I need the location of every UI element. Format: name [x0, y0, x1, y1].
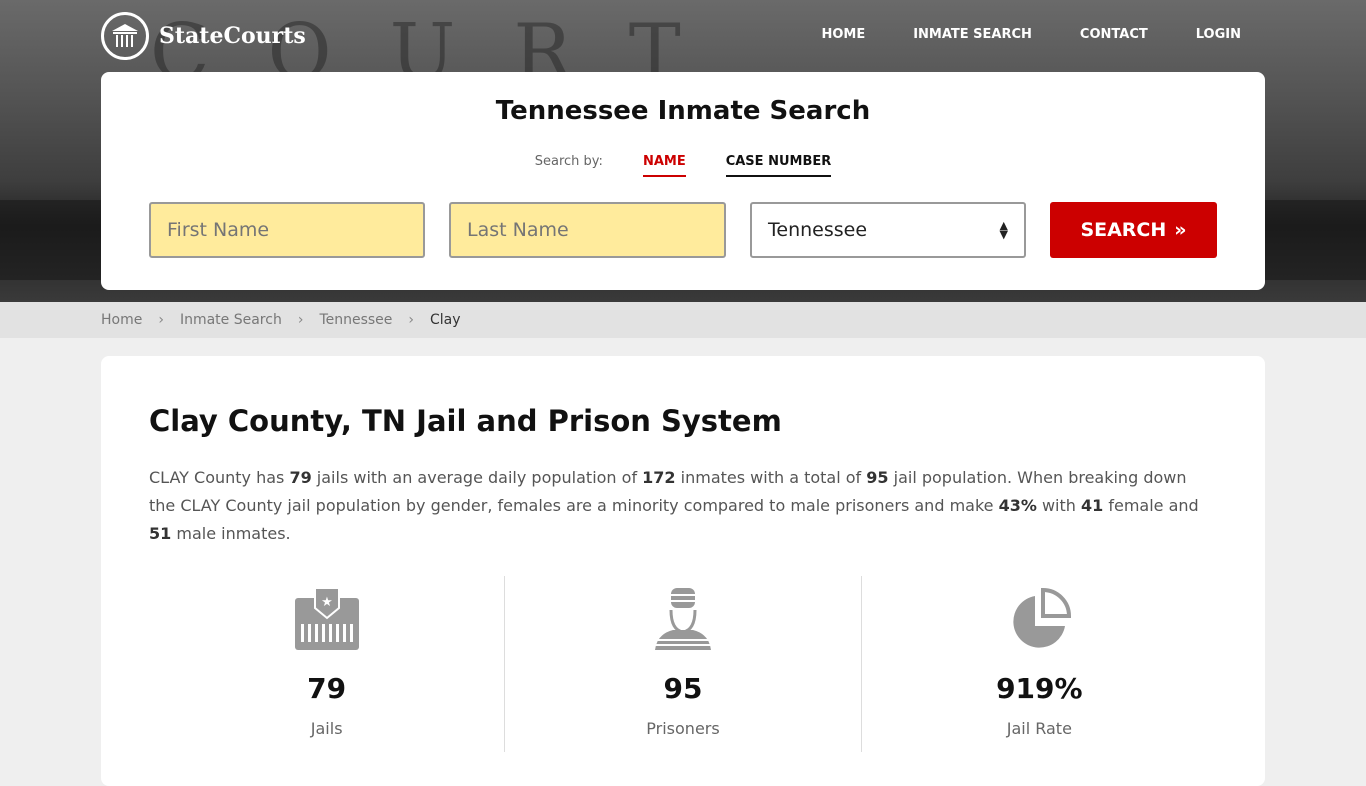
stat-value: 95 [663, 672, 703, 705]
tab-case-number[interactable]: CASE NUMBER [725, 154, 832, 177]
svg-text:★: ★ [321, 595, 333, 610]
stat-jail-rate: 919% Jail Rate [862, 576, 1217, 752]
stat-label: Jail Rate [1006, 719, 1072, 738]
state-select-value: Tennessee [768, 219, 868, 241]
select-arrows-icon: ▲ ▼ [999, 219, 1008, 241]
search-button[interactable]: SEARCH » [1050, 202, 1217, 258]
search-card: Tennessee Inmate Search Search by: NAME … [101, 72, 1265, 290]
nav-home[interactable]: HOME [821, 27, 866, 42]
stat-label: Jails [310, 719, 343, 738]
courthouse-icon [101, 12, 149, 60]
content-card: Clay County, TN Jail and Prison System C… [101, 356, 1265, 786]
nav-inmate-search[interactable]: INMATE SEARCH [913, 27, 1032, 42]
logo[interactable]: StateCourts [101, 12, 306, 60]
search-title: Tennessee Inmate Search [495, 96, 871, 126]
nav-login[interactable]: LOGIN [1195, 27, 1241, 42]
brand-name: StateCourts [159, 23, 306, 49]
prisoner-icon [654, 588, 711, 650]
stat-value: 919% [996, 672, 1083, 705]
stat-jails: ★ 79 Jails [149, 576, 506, 752]
last-name-input[interactable] [449, 202, 726, 258]
pie-chart-icon [1013, 587, 1072, 648]
tab-name[interactable]: NAME [642, 154, 686, 177]
stat-label: Prisoners [646, 719, 720, 738]
nav-contact[interactable]: CONTACT [1079, 27, 1148, 42]
first-name-input[interactable] [149, 202, 425, 258]
chevron-right-icon: › [408, 312, 415, 328]
main-nav: HOME INMATE SEARCH CONTACT LOGIN [821, 27, 1241, 42]
search-by-label: Search by: [534, 154, 603, 169]
state-select[interactable]: Tennessee ▲ ▼ [750, 202, 1026, 258]
stats-row: ★ 79 Jails 95 Prisoners 919% Jail Rate [149, 576, 1217, 752]
breadcrumb-current: Clay [430, 312, 461, 328]
breadcrumb-home[interactable]: Home [101, 312, 143, 328]
breadcrumb-tennessee[interactable]: Tennessee [319, 312, 393, 328]
stat-prisoners: 95 Prisoners [505, 576, 862, 752]
page-title: Clay County, TN Jail and Prison System [149, 404, 782, 438]
breadcrumb: Home › Inmate Search › Tennessee › Clay [0, 302, 1366, 338]
stat-value: 79 [307, 672, 347, 705]
summary-paragraph: CLAY County has 79 jails with an average… [149, 468, 1199, 543]
search-button-label: SEARCH [1080, 219, 1167, 241]
chevron-right-icon: › [158, 312, 164, 328]
chevron-right-icon: › [297, 312, 304, 328]
breadcrumb-inmate-search[interactable]: Inmate Search [179, 312, 282, 328]
jail-icon: ★ [294, 587, 359, 650]
double-chevron-right-icon: » [1174, 219, 1187, 241]
